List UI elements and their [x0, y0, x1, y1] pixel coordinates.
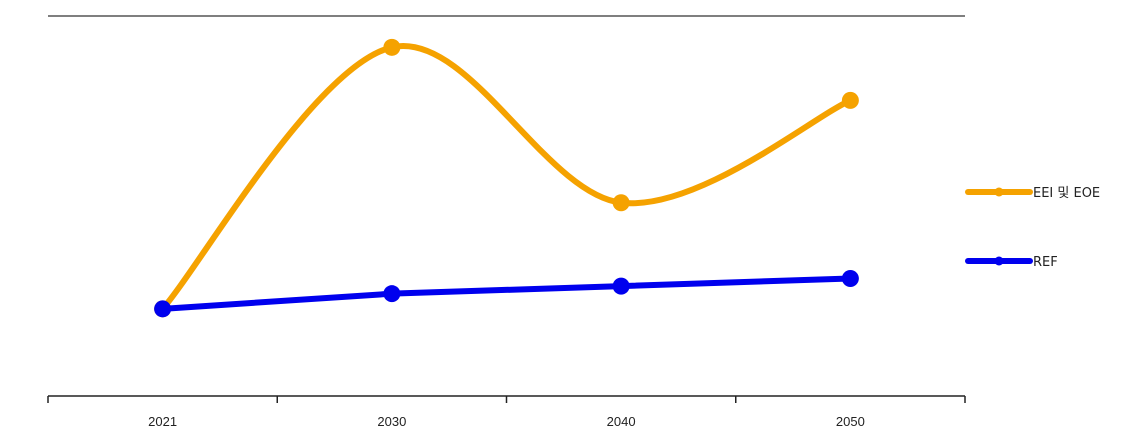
- legend-swatch-marker: [994, 187, 1004, 197]
- data-point: [841, 91, 859, 109]
- x-axis: 2021 2030 2040 2050: [47, 395, 966, 429]
- series-eei-eoe: [154, 38, 859, 318]
- data-point: [841, 270, 859, 288]
- legend-label: EEI 및 EOE: [1033, 186, 1100, 201]
- data-point: [612, 194, 630, 212]
- legend: EEI 및 EOE REF: [965, 186, 1100, 270]
- series-line: [159, 43, 854, 312]
- x-tick-label: 2050: [836, 414, 865, 429]
- data-point: [612, 277, 630, 295]
- data-point: [383, 38, 401, 56]
- series-ref: [154, 270, 859, 318]
- legend-item: REF: [965, 255, 1058, 270]
- series-line: [159, 275, 854, 312]
- data-point: [383, 285, 401, 303]
- legend-swatch-marker: [994, 256, 1004, 266]
- series-layer: [154, 38, 859, 318]
- x-tick-label: 2040: [607, 414, 636, 429]
- x-tick-label: 2021: [148, 414, 177, 429]
- legend-item: EEI 및 EOE: [965, 186, 1100, 201]
- data-point: [154, 300, 172, 318]
- legend-label: REF: [1033, 255, 1058, 270]
- x-tick-label: 2030: [377, 414, 406, 429]
